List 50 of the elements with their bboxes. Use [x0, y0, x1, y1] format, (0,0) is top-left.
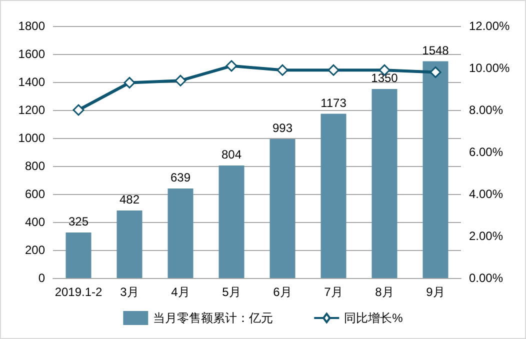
point — [430, 66, 442, 78]
bar — [168, 188, 194, 278]
x-tick-label: 7月 — [324, 285, 343, 299]
y2-tick-label: 2.00% — [469, 229, 504, 243]
bar — [270, 138, 296, 278]
y-tick-label: 1200 — [18, 103, 46, 117]
legend-label: 同比增长% — [344, 311, 404, 325]
point — [124, 76, 136, 88]
data-label: 1548 — [422, 43, 450, 58]
y-tick-label: 1000 — [18, 131, 46, 145]
x-tick-label: 9月 — [426, 285, 445, 299]
y-tick-label: 0 — [38, 271, 46, 285]
point — [276, 64, 288, 76]
x-tick-label: 2019.1-2 — [54, 285, 103, 299]
bar — [372, 89, 398, 278]
y-tick-label: 400 — [24, 215, 46, 229]
point — [174, 74, 186, 86]
y-tick-label: 800 — [24, 159, 46, 173]
bar — [320, 114, 346, 278]
y2-tick-label: 12.00% — [469, 19, 510, 33]
data-label: 1350 — [371, 71, 398, 85]
y-tick-label: 600 — [24, 187, 46, 201]
y2-tick-label: 4.00% — [469, 187, 504, 201]
data-label: 325 — [68, 214, 89, 228]
point — [72, 104, 84, 116]
y-tick-label: 1800 — [18, 19, 46, 33]
data-label: 639 — [170, 170, 191, 185]
bar — [218, 165, 244, 278]
data-label: 482 — [119, 192, 140, 207]
y2-tick-label: 0.00% — [469, 271, 504, 285]
data-label: 1173 — [320, 96, 347, 110]
y-tick-label: 1600 — [18, 47, 46, 61]
y-tick-label: 200 — [24, 243, 46, 257]
y-tick-label: 1400 — [18, 75, 46, 89]
x-tick-label: 6月 — [273, 285, 292, 299]
bar — [66, 232, 92, 278]
bar — [422, 61, 448, 278]
legend-label: 当月零售额累计：亿元 — [153, 311, 274, 325]
y2-tick-label: 6.00% — [469, 145, 504, 159]
point — [226, 60, 238, 72]
point — [328, 64, 340, 76]
x-tick-label: 8月 — [375, 285, 394, 299]
y2-tick-label: 10.00% — [469, 61, 510, 75]
x-tick-label: 3月 — [120, 285, 139, 299]
data-label: 804 — [221, 147, 242, 162]
bar — [116, 210, 142, 278]
y2-tick-label: 8.00% — [469, 103, 504, 117]
data-label: 993 — [272, 120, 293, 135]
x-tick-label: 5月 — [222, 285, 241, 299]
x-tick-label: 4月 — [171, 285, 190, 299]
